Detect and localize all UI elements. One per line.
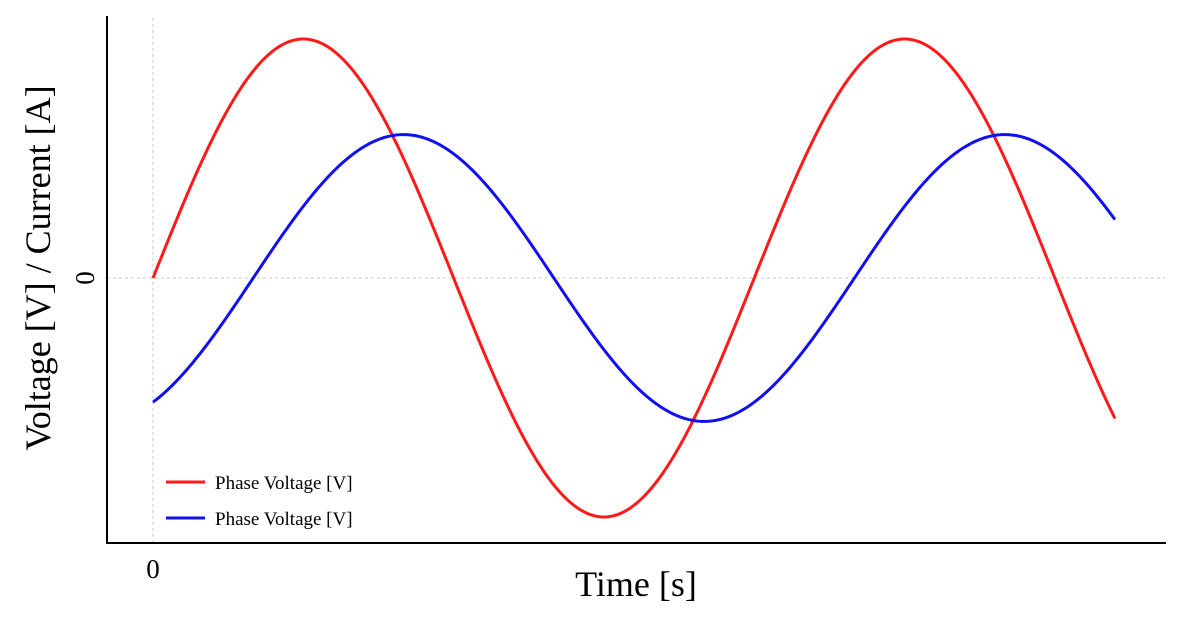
series-line-phase-voltage-blue [152, 133, 1117, 423]
legend: Phase Voltage [V] Phase Voltage [V] [166, 473, 353, 530]
series-line-phase-voltage-red [151, 37, 1117, 519]
x-tick-label-0: 0 [146, 554, 160, 584]
legend-label-0: Phase Voltage [V] [215, 473, 353, 494]
y-axis-title: Voltage [V] / Current [A] [18, 85, 58, 450]
legend-label-1: Phase Voltage [V] [215, 509, 353, 530]
y-tick-label-0: 0 [70, 271, 100, 285]
x-axis-title: Time [s] [575, 564, 697, 604]
